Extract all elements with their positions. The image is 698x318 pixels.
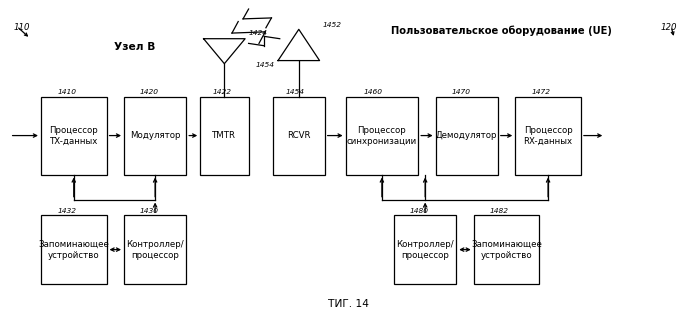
Text: 1422: 1422 [212, 89, 231, 95]
Text: Запоминающее
устройство: Запоминающее устройство [38, 239, 109, 260]
Text: Контроллер/
процессор: Контроллер/ процессор [396, 239, 454, 260]
Text: Узел В: Узел В [114, 42, 155, 52]
Text: RCVR: RCVR [287, 131, 311, 140]
Bar [124, 215, 186, 284]
Bar [200, 96, 248, 175]
Text: 1454: 1454 [285, 89, 305, 95]
Text: Контроллер/
процессор: Контроллер/ процессор [126, 239, 184, 260]
Bar [41, 96, 107, 175]
Text: 1472: 1472 [532, 89, 551, 95]
Text: Модулятор: Модулятор [130, 131, 180, 140]
Bar [436, 96, 498, 175]
Text: 1480: 1480 [410, 208, 429, 214]
Text: TMTR: TMTR [212, 131, 237, 140]
Text: 1470: 1470 [451, 89, 470, 95]
Text: 1430: 1430 [140, 208, 158, 214]
Text: Процессор
RX-данных: Процессор RX-данных [524, 126, 572, 146]
Text: 1454: 1454 [255, 62, 274, 68]
Bar [346, 96, 418, 175]
Text: 1460: 1460 [364, 89, 383, 95]
Bar [41, 215, 107, 284]
Text: 1420: 1420 [140, 89, 158, 95]
Text: 110: 110 [13, 23, 29, 32]
Text: 120: 120 [660, 23, 677, 32]
Text: 1452: 1452 [323, 22, 342, 28]
Text: Процессор
TX-данных: Процессор TX-данных [50, 126, 98, 146]
Bar [273, 96, 325, 175]
Bar [394, 215, 456, 284]
Bar [124, 96, 186, 175]
Text: Демодулятор: Демодулятор [436, 131, 498, 140]
Text: 1424: 1424 [248, 30, 267, 36]
Text: Пользовательское оборудование (UE): Пользовательское оборудование (UE) [391, 26, 611, 36]
Text: 1432: 1432 [57, 208, 76, 214]
Text: ΤИГ. 14: ΤИГ. 14 [329, 299, 369, 309]
Bar [515, 96, 581, 175]
Text: 1482: 1482 [490, 208, 509, 214]
Text: Запоминающее
устройство: Запоминающее устройство [471, 239, 542, 260]
Bar [474, 215, 540, 284]
Text: Процессор
синхронизации: Процессор синхронизации [347, 126, 417, 146]
Text: 1410: 1410 [57, 89, 76, 95]
